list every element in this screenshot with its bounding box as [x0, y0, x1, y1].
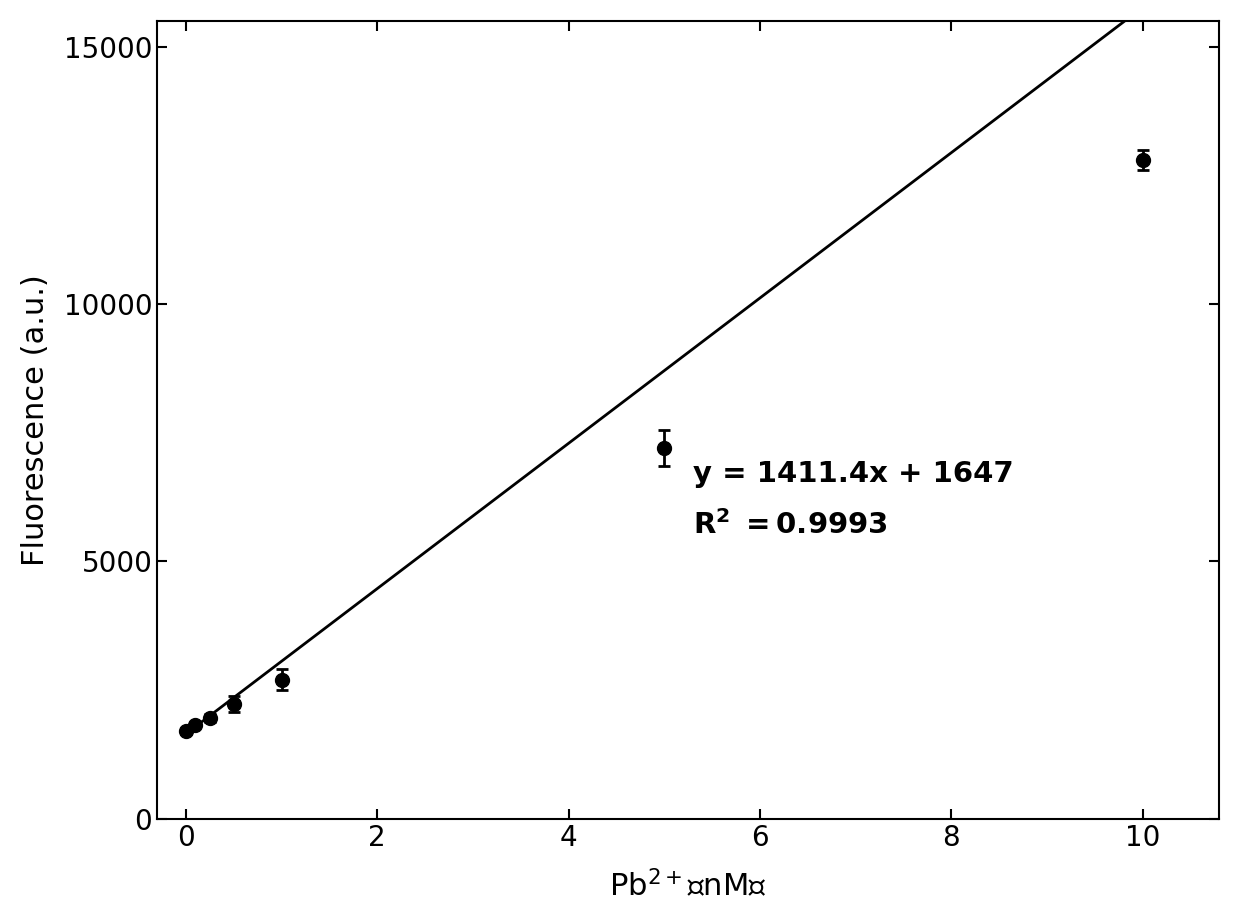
Text: y = 1411.4x + 1647: y = 1411.4x + 1647 [693, 460, 1014, 488]
Y-axis label: Fluorescence (a.u.): Fluorescence (a.u.) [21, 274, 50, 565]
Text: $\mathbf{R^2}$ $\mathbf{= 0.9993}$: $\mathbf{R^2}$ $\mathbf{= 0.9993}$ [693, 510, 888, 540]
X-axis label: Pb$^{2+}$（nM）: Pb$^{2+}$（nM） [609, 869, 768, 901]
